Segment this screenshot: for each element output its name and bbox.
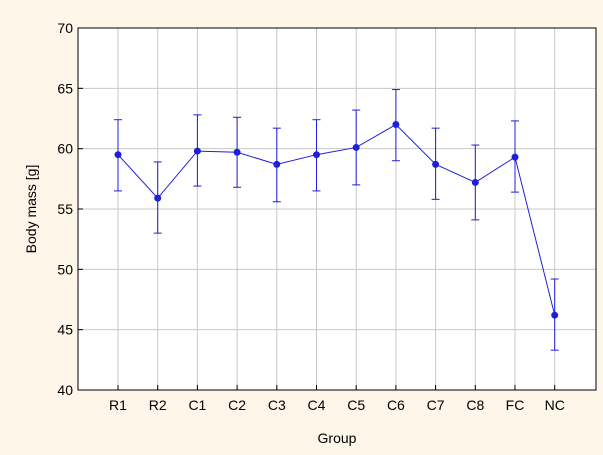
x-tick-label: C8 <box>466 397 484 413</box>
data-point <box>114 151 122 159</box>
x-tick-label: C3 <box>268 397 286 413</box>
x-tick-label: C4 <box>308 397 326 413</box>
y-axis-label: Body mass [g] <box>23 165 39 254</box>
y-tick-label: 50 <box>57 261 73 277</box>
y-tick-label: 45 <box>57 322 73 338</box>
series-group <box>114 89 559 351</box>
y-tick-label: 70 <box>57 20 73 36</box>
data-point <box>233 148 241 156</box>
y-tick-label: 55 <box>57 201 73 217</box>
data-point <box>193 147 201 155</box>
data-point <box>392 121 400 129</box>
x-tick-label: NC <box>545 397 565 413</box>
series-line <box>117 123 556 316</box>
y-tick-label: 60 <box>57 141 73 157</box>
x-tick-label: C2 <box>228 397 246 413</box>
data-point <box>273 160 281 168</box>
y-tick-label: 65 <box>57 80 73 96</box>
plot-border <box>77 27 597 391</box>
data-point <box>313 151 320 159</box>
data-point <box>551 311 559 319</box>
data-point <box>352 143 360 151</box>
x-axis-label: Group <box>318 430 357 446</box>
y-tick-label: 40 <box>57 382 73 398</box>
x-tick-label: FC <box>506 397 525 413</box>
x-tick-label: R2 <box>149 397 167 413</box>
x-tick-label: C7 <box>427 397 445 413</box>
x-tick-label: C6 <box>387 397 405 413</box>
y-axis-ticks: 40 45 50 55 60 65 70 <box>57 20 83 398</box>
x-tick-label: R1 <box>109 397 127 413</box>
x-axis-ticks: R1 R2 C1 C2 C3 C4 C5 C6 C7 C8 FC NC <box>109 385 565 413</box>
x-tick-label: C1 <box>188 397 206 413</box>
data-point <box>432 160 440 168</box>
x-tick-label: C5 <box>347 397 365 413</box>
data-point <box>471 178 479 186</box>
data-point <box>154 194 162 202</box>
data-point <box>511 153 519 161</box>
